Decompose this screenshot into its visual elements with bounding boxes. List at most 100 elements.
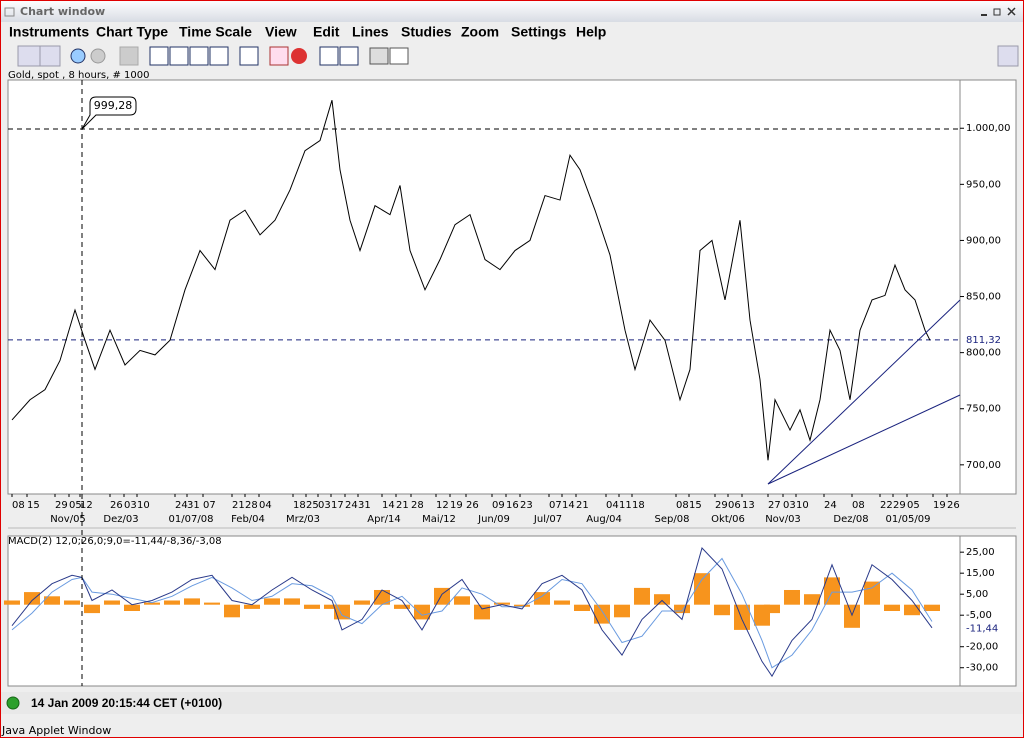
month-tick-label: Okt/06	[711, 514, 745, 525]
price-panel	[7, 79, 961, 495]
histogram-bar	[454, 596, 470, 605]
pin-button[interactable]	[997, 45, 1019, 67]
x-tick-label: 03	[783, 500, 796, 511]
histogram-bar	[414, 604, 430, 620]
tool-button[interactable]	[339, 46, 359, 66]
histogram-bar	[824, 577, 840, 605]
x-tick-label: 24	[345, 500, 358, 511]
y-tick-label: -20,00	[966, 642, 998, 653]
indicator-title: MACD(2) 12,0;26,0;9,0=-11,44	[8, 536, 163, 547]
tool-button[interactable]	[149, 46, 169, 66]
close[interactable]	[1007, 7, 1016, 16]
menu-item[interactable]: Chart Type	[96, 24, 168, 40]
tool-button[interactable]	[189, 46, 209, 66]
maximize[interactable]	[993, 8, 1001, 16]
x-tick-label: 10	[137, 500, 150, 511]
histogram-bar	[574, 604, 590, 611]
menu-item[interactable]: Help	[576, 24, 606, 40]
tool-button[interactable]	[39, 45, 61, 67]
menu-item[interactable]: Settings	[511, 24, 566, 40]
x-tick-label: 21	[576, 500, 589, 511]
histogram-bar	[474, 604, 490, 620]
menu-item[interactable]: Instruments	[9, 24, 89, 40]
x-tick-label: 14	[562, 500, 575, 511]
histogram-bar	[864, 581, 880, 605]
y-tick-label: 25,00	[966, 547, 995, 558]
x-tick-label: 11	[619, 500, 632, 511]
x-tick-label: 05	[907, 500, 920, 511]
tool-button[interactable]	[209, 46, 229, 66]
menu-item[interactable]: Zoom	[461, 24, 499, 40]
instrument-label: Gold, spot , 8 hours, # 1000	[8, 70, 150, 81]
axis-label-bg	[963, 333, 1013, 346]
x-tick-label: 07	[203, 500, 216, 511]
preview-button[interactable]	[389, 47, 409, 65]
histogram-bar	[224, 604, 240, 618]
menu-item[interactable]: Edit	[313, 24, 340, 40]
x-tick-label: 17	[331, 500, 344, 511]
x-tick-label: 03	[318, 500, 331, 511]
x-tick-label: 29	[893, 500, 906, 511]
zoom-in[interactable]	[70, 48, 86, 64]
x-tick-label: 12	[80, 500, 93, 511]
tool-button[interactable]	[119, 46, 139, 66]
histogram-bar	[764, 604, 780, 614]
month-tick-label: Aug/04	[586, 514, 622, 525]
print-button[interactable]	[369, 47, 389, 65]
indicator-title: /-3,08	[192, 536, 221, 547]
histogram-bar	[354, 600, 370, 605]
series-line	[11, 557, 933, 669]
window-controls[interactable]	[981, 7, 1016, 16]
tool-button[interactable]	[319, 46, 339, 66]
histogram-bar	[734, 604, 750, 630]
tool-button[interactable]	[17, 45, 41, 67]
histogram-bar	[64, 600, 80, 605]
status-time: 14 Jan 2009 20:15:44 CET (+0100)	[31, 696, 222, 710]
status-bar	[0, 692, 1024, 714]
x-tick-label: 16	[506, 500, 519, 511]
x-tick-label: 15	[27, 500, 40, 511]
menu-item[interactable]: View	[265, 24, 297, 40]
title-bar	[0, 0, 1024, 22]
x-tick-label: 23	[520, 500, 533, 511]
y-tick-label: 1.000,00	[966, 123, 1011, 134]
histogram-bar	[284, 598, 300, 605]
histogram-bar	[264, 598, 280, 605]
x-tick-label: 24	[824, 500, 837, 511]
trend-line	[767, 299, 961, 485]
tool-button[interactable]	[169, 46, 189, 66]
tool-button[interactable]	[239, 46, 259, 66]
tool-button[interactable]	[269, 46, 289, 66]
histogram-bar	[394, 604, 410, 609]
x-tick-label: 27	[768, 500, 781, 511]
x-tick-label: 26	[947, 500, 960, 511]
series-line	[11, 546, 933, 678]
histogram-bar	[304, 604, 320, 609]
delete-button[interactable]	[291, 48, 307, 64]
x-tick-label: 28	[411, 500, 424, 511]
histogram-bar	[904, 604, 920, 616]
histogram-bar	[184, 598, 200, 605]
x-tick-label: 06	[728, 500, 741, 511]
month-tick-label: 01/07/08	[169, 514, 214, 525]
x-tick-label: 14	[382, 500, 395, 511]
menu-item[interactable]: Lines	[352, 24, 389, 40]
plot: 700,00 750,00 800,00 850,00 900,00 950,00 1.00…	[4, 96, 1013, 678]
x-tick-label: 31	[358, 500, 371, 511]
x-tick-label: 19	[933, 500, 946, 511]
menu-item[interactable]: Studies	[401, 24, 452, 40]
histogram-bar	[654, 594, 670, 605]
x-tick-label: 04	[606, 500, 619, 511]
zoom-out[interactable]	[90, 48, 106, 64]
x-tick-label: 07	[549, 500, 562, 511]
y-tick-label: 750,00	[966, 404, 1001, 415]
x-tick-label: 29	[715, 500, 728, 511]
y-tick-label: 700,00	[966, 460, 1001, 471]
y-tick-label: 5,00	[966, 589, 988, 600]
window-title: Chart window	[20, 5, 105, 18]
window-icon	[4, 7, 15, 17]
month-tick-label: 01/05/09	[886, 514, 931, 525]
month-tick-label: Mai/12	[422, 514, 456, 525]
histogram-bar	[534, 592, 550, 605]
menu-item[interactable]: Time Scale	[179, 24, 252, 40]
